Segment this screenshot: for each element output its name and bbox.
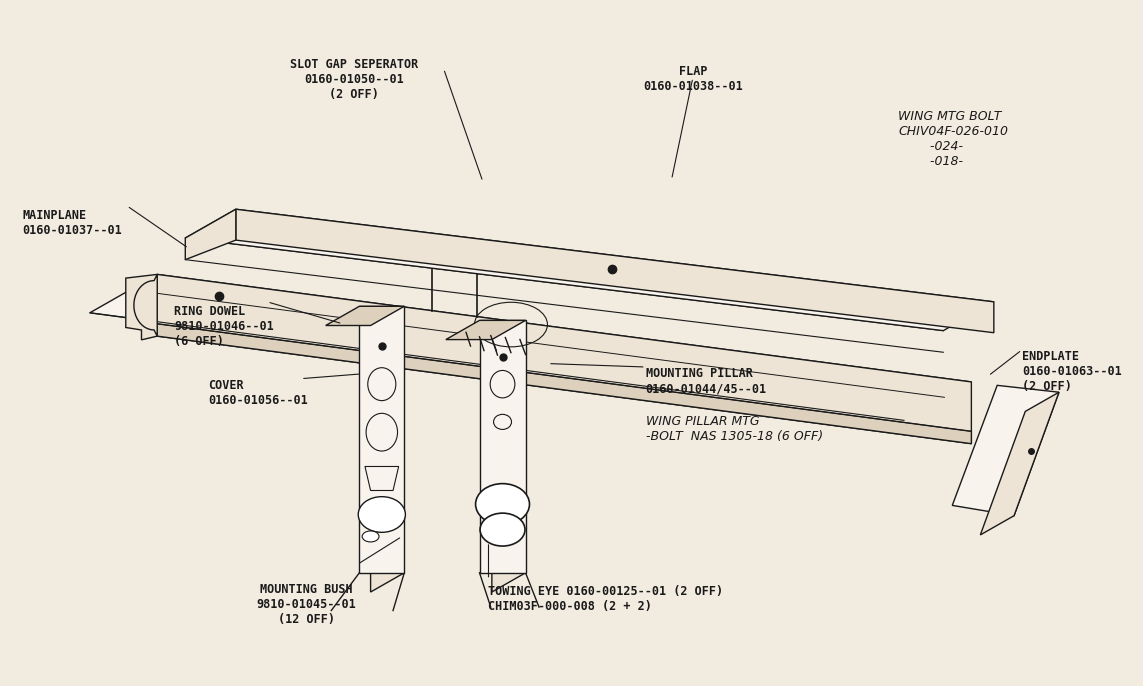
- Text: SLOT GAP SEPERATOR
0160-01050--01
(2 OFF): SLOT GAP SEPERATOR 0160-01050--01 (2 OFF…: [289, 58, 418, 102]
- Polygon shape: [185, 209, 993, 331]
- Polygon shape: [480, 320, 526, 573]
- Ellipse shape: [366, 413, 398, 451]
- Polygon shape: [235, 209, 993, 333]
- Polygon shape: [134, 274, 158, 336]
- Ellipse shape: [368, 368, 395, 401]
- Text: MAINPLANE
0160-01037--01: MAINPLANE 0160-01037--01: [23, 209, 122, 237]
- Polygon shape: [981, 392, 1058, 535]
- Text: ENDPLATE
0160-01063--01
(2 OFF): ENDPLATE 0160-01063--01 (2 OFF): [1022, 350, 1121, 393]
- Ellipse shape: [480, 513, 525, 546]
- Polygon shape: [185, 209, 235, 260]
- Text: WING MTG BOLT
CHIV04F-026-010
        -024-
        -018-: WING MTG BOLT CHIV04F-026-010 -024- -018…: [898, 110, 1008, 168]
- Polygon shape: [90, 274, 972, 421]
- Polygon shape: [370, 306, 405, 592]
- Ellipse shape: [490, 370, 514, 398]
- Text: TOWING EYE 0160-00125--01 (2 OFF)
CHIM03F-000-008 (2 + 2): TOWING EYE 0160-00125--01 (2 OFF) CHIM03…: [488, 585, 724, 613]
- Polygon shape: [126, 274, 158, 340]
- Text: FLAP
0160-01038--01: FLAP 0160-01038--01: [644, 65, 743, 93]
- Polygon shape: [491, 320, 526, 592]
- Polygon shape: [326, 306, 405, 325]
- Polygon shape: [158, 274, 972, 444]
- Polygon shape: [359, 306, 405, 573]
- Polygon shape: [365, 466, 399, 490]
- Polygon shape: [158, 324, 972, 444]
- Text: RING DOWEL
9810-01046--01
(6 OFF): RING DOWEL 9810-01046--01 (6 OFF): [174, 305, 274, 348]
- Text: WING PILLAR MTG
-BOLT  NAS 1305-18 (6 OFF): WING PILLAR MTG -BOLT NAS 1305-18 (6 OFF…: [646, 415, 823, 443]
- Ellipse shape: [362, 531, 379, 542]
- Text: MOUNTING PILLAR
0160-01044/45--01: MOUNTING PILLAR 0160-01044/45--01: [646, 367, 767, 395]
- Polygon shape: [952, 386, 1058, 516]
- Polygon shape: [446, 320, 526, 340]
- Ellipse shape: [475, 484, 529, 525]
- Ellipse shape: [494, 414, 512, 429]
- Text: MOUNTING BUSH
9810-01045--01
(12 OFF): MOUNTING BUSH 9810-01045--01 (12 OFF): [257, 583, 357, 626]
- Ellipse shape: [358, 497, 406, 532]
- Text: COVER
0160-01056--01: COVER 0160-01056--01: [208, 379, 307, 407]
